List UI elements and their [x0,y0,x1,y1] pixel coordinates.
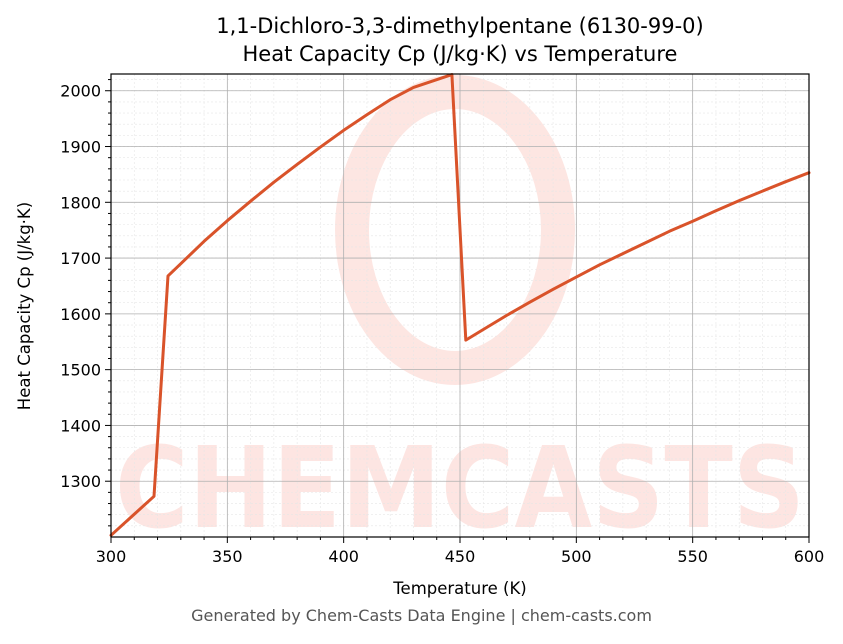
y-tick-label: 1900 [60,138,101,157]
x-tick-label: 600 [794,547,825,566]
chart-title: 1,1-Dichloro-3,3-dimethylpentane (6130-9… [216,14,703,38]
y-tick-label: 1600 [60,305,101,324]
x-axis-label: Temperature (K) [392,579,526,598]
series-line [109,73,811,537]
y-axis-label: Heat Capacity Cp (J/kg·K) [15,202,34,410]
footer-credit: Generated by Chem-Casts Data Engine | ch… [191,606,652,625]
y-tick-label: 2000 [60,82,101,101]
x-axis-ticks: 300 350 400 450 500 550 600 [96,537,825,566]
y-tick-label: 1400 [60,416,101,435]
watermark-logo-ring [335,75,575,385]
y-tick-label: 1500 [60,361,101,380]
y-axis-ticks: 1300 1400 1500 1600 1700 1800 1900 2000 [60,79,111,527]
y-tick-label: 1300 [60,472,101,491]
x-tick-label: 300 [96,547,127,566]
y-tick-label: 1800 [60,193,101,212]
x-tick-label: 400 [328,547,359,566]
x-tick-label: 550 [677,547,708,566]
x-tick-label: 450 [445,547,476,566]
y-tick-label: 1700 [60,249,101,268]
x-tick-label: 500 [561,547,592,566]
chart-subtitle: Heat Capacity Cp (J/kg·K) vs Temperature [243,42,678,66]
x-tick-label: 350 [212,547,243,566]
